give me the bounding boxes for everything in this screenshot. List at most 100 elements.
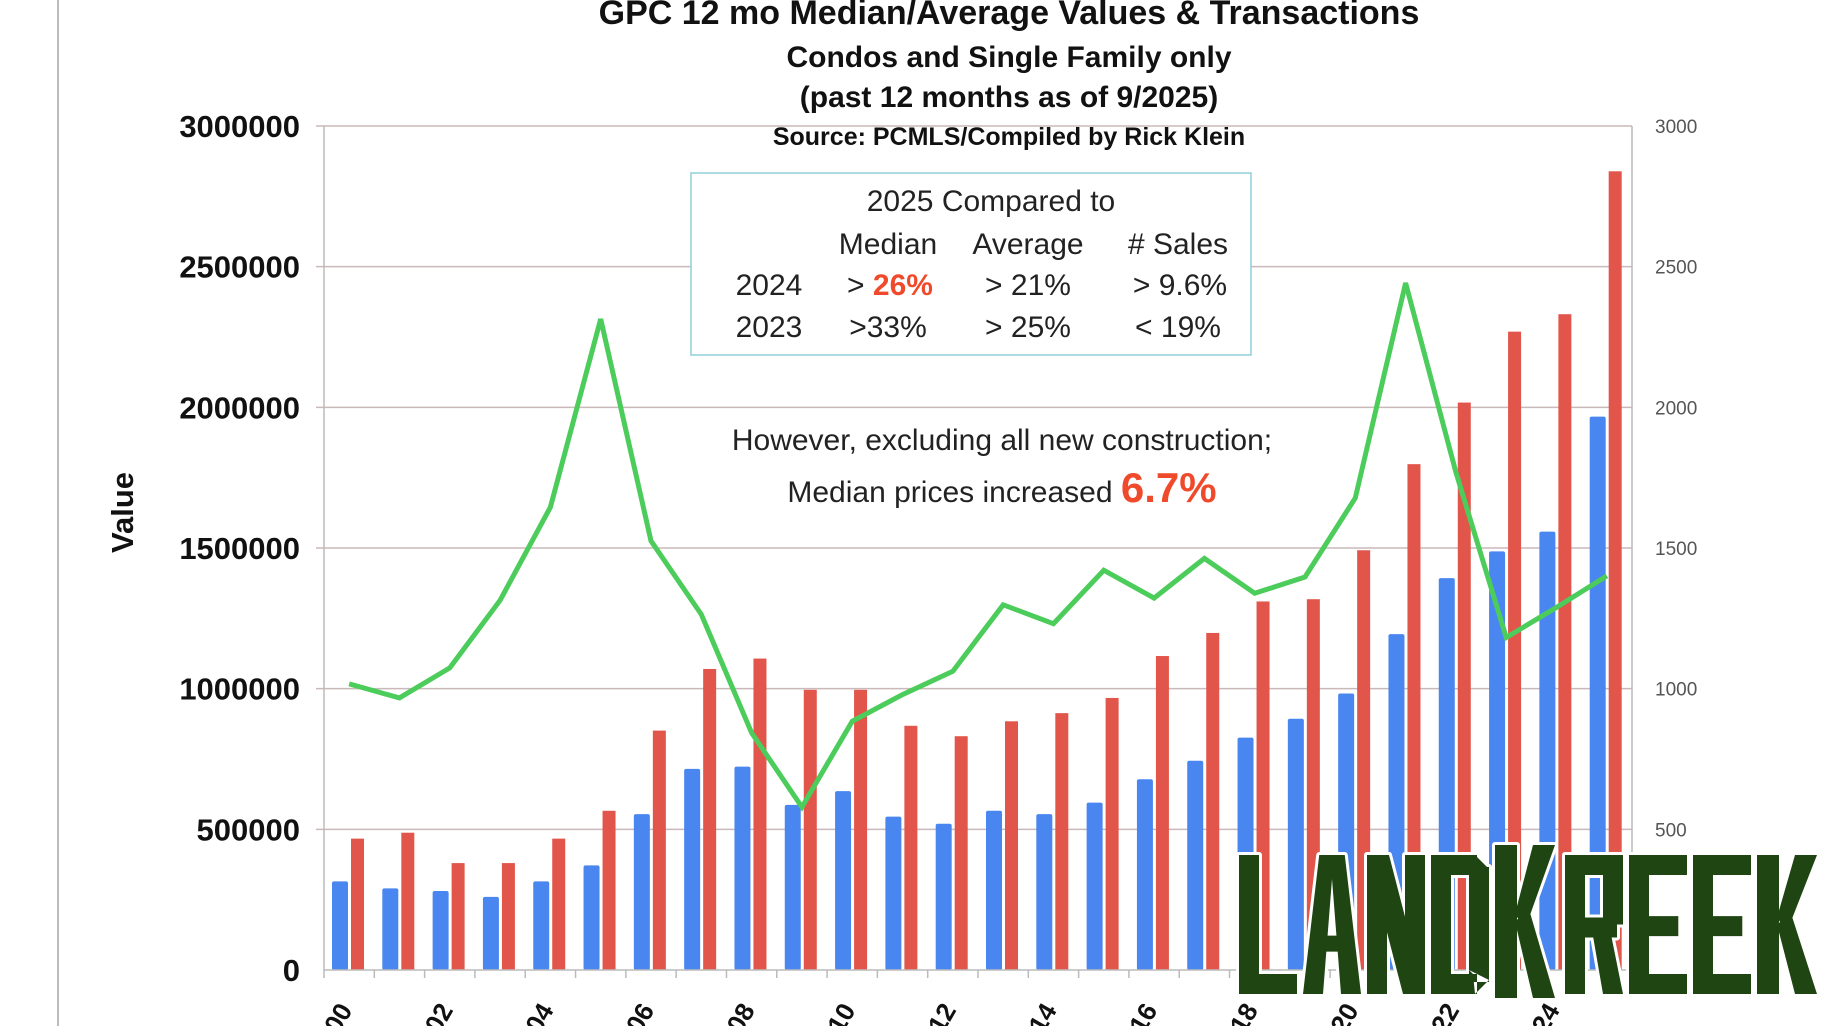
logo-letter-fill bbox=[1757, 855, 1817, 994]
chart-title: GPC 12 mo Median/Average Values & Transa… bbox=[599, 0, 1420, 32]
x-tick-label: 2020 bbox=[1310, 998, 1365, 1026]
sales-line bbox=[348, 282, 1609, 812]
y-tick-label: 1500000 bbox=[179, 531, 300, 566]
average-bar bbox=[803, 689, 817, 970]
logo-letter-l bbox=[1236, 852, 1300, 997]
logo-letter-fill bbox=[1431, 855, 1489, 994]
x-tick-label: 2014 bbox=[1008, 998, 1063, 1026]
average-bar bbox=[501, 863, 515, 970]
median-bar bbox=[432, 890, 449, 970]
logo-letter-e bbox=[1626, 852, 1690, 997]
average-bar bbox=[854, 689, 868, 970]
average-bar bbox=[904, 725, 918, 970]
average-bar bbox=[401, 832, 415, 970]
median-bar bbox=[1136, 779, 1153, 970]
row-sales: > 9.6% bbox=[1133, 269, 1227, 302]
logo-letter-fill bbox=[1495, 845, 1555, 998]
median-bar bbox=[1589, 416, 1606, 971]
logo-letter-fill bbox=[1629, 855, 1687, 994]
y2-tick-label: 1500 bbox=[1655, 539, 1697, 560]
average-bar bbox=[703, 668, 717, 970]
median-bar bbox=[533, 881, 550, 970]
y2-tick-label: 1000 bbox=[1655, 680, 1697, 701]
average-bar bbox=[954, 736, 968, 970]
logo-letter-e bbox=[1690, 852, 1754, 997]
logo-letter-fill bbox=[1367, 855, 1425, 994]
y2-tick-label: 2500 bbox=[1655, 258, 1697, 279]
annotation-line-2: Median prices increased 6.7% bbox=[787, 464, 1216, 511]
logo-letter-a bbox=[1300, 852, 1364, 997]
average-bar bbox=[351, 838, 364, 970]
x-tick-label: 2024 bbox=[1511, 998, 1566, 1026]
column-average: Average bbox=[972, 228, 1083, 261]
comparison-heading: 2025 Compared to bbox=[867, 185, 1116, 218]
median-bar bbox=[684, 768, 701, 970]
logo-letter-r bbox=[1562, 852, 1626, 997]
median-bar bbox=[734, 766, 751, 970]
x-tick-label: 2008 bbox=[706, 998, 761, 1026]
x-tick-label: 2016 bbox=[1108, 998, 1163, 1026]
average-bar bbox=[451, 863, 465, 970]
median-bar bbox=[885, 816, 902, 970]
average-bar bbox=[1005, 721, 1018, 970]
logo-letter-d bbox=[1428, 852, 1492, 997]
y2-tick-label: 2000 bbox=[1655, 398, 1697, 419]
logo-letter-k bbox=[1754, 852, 1820, 997]
median-bar bbox=[332, 881, 348, 970]
median-bar bbox=[382, 888, 399, 970]
row-median: > 26% bbox=[847, 269, 933, 302]
median-bar bbox=[835, 791, 852, 970]
median-bar bbox=[583, 865, 600, 970]
logo-letter-k bbox=[1492, 842, 1558, 1001]
x-tick-label: 2006 bbox=[605, 998, 660, 1026]
y-tick-label: 0 bbox=[283, 953, 300, 988]
x-tick-label: 2012 bbox=[907, 998, 962, 1026]
average-bar bbox=[1608, 171, 1622, 970]
chart-source: Source: PCMLS/Compiled by Rick Klein bbox=[773, 123, 1245, 151]
x-tick-label: 2002 bbox=[404, 998, 459, 1026]
average-bar bbox=[1155, 656, 1169, 970]
average-bar bbox=[1558, 314, 1572, 970]
median-bar bbox=[482, 896, 499, 970]
average-bar bbox=[602, 810, 616, 970]
row-year: 2023 bbox=[736, 311, 803, 344]
y-tick-label: 2500000 bbox=[179, 250, 300, 285]
x-tick-label: 2000 bbox=[303, 998, 358, 1026]
annotation-line-1: However, excluding all new construction; bbox=[732, 424, 1272, 457]
sales-line-path bbox=[348, 282, 1609, 812]
landkreek-logo bbox=[1236, 842, 1820, 1001]
median-bar bbox=[1287, 718, 1304, 970]
row-year: 2024 bbox=[736, 269, 803, 302]
y2-tick-label: 3000 bbox=[1655, 117, 1697, 138]
y-tick-label: 1000000 bbox=[179, 672, 300, 707]
average-bar bbox=[753, 658, 767, 970]
column-sales: # Sales bbox=[1128, 228, 1228, 261]
x-tick-label: 2018 bbox=[1209, 998, 1264, 1026]
average-bar bbox=[1055, 713, 1069, 970]
average-bar bbox=[1105, 697, 1119, 970]
median-bar bbox=[986, 810, 1002, 970]
median-bar bbox=[1036, 814, 1053, 970]
y-tick-label: 3000000 bbox=[179, 109, 300, 144]
x-tick-label: 2022 bbox=[1410, 998, 1465, 1026]
y-tick-label: 2000000 bbox=[179, 390, 300, 425]
logo-letter-fill bbox=[1565, 855, 1623, 994]
bars bbox=[332, 171, 1622, 971]
row-average: > 25% bbox=[985, 311, 1071, 344]
logo-letter-fill bbox=[1693, 855, 1751, 994]
median-bar bbox=[633, 814, 650, 970]
comparison-box: 2025 Compared to Median Average # Sales … bbox=[690, 172, 1252, 356]
logo-letter-fill bbox=[1303, 855, 1361, 994]
x-tick-label: 2010 bbox=[807, 998, 862, 1026]
median-bar bbox=[935, 823, 952, 970]
chart-subtitle-1: Condos and Single Family only bbox=[786, 41, 1231, 74]
average-bar bbox=[652, 730, 666, 970]
row-median: >33% bbox=[849, 311, 927, 344]
average-bar bbox=[1457, 402, 1471, 970]
average-bar bbox=[1508, 331, 1522, 970]
average-bar bbox=[1206, 632, 1220, 970]
median-bar bbox=[1539, 531, 1556, 970]
chart-subtitle-2: (past 12 months as of 9/2025) bbox=[800, 81, 1218, 114]
median-bar bbox=[1187, 760, 1204, 970]
